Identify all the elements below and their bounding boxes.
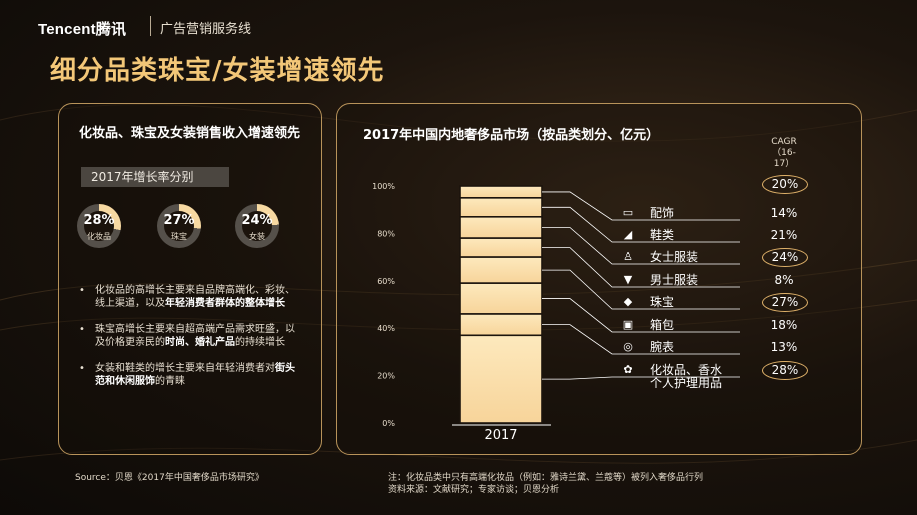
- data-source-note: 资料来源：文献研究；专家访谈；贝恩分析: [388, 485, 560, 495]
- diamond-icon: ◆: [623, 295, 633, 308]
- cosmetics-icon: ✿: [623, 363, 633, 376]
- leader-line: [542, 324, 740, 355]
- bar-segment: [459, 197, 543, 218]
- bar-segment: [459, 237, 543, 258]
- right-panel: 2017年中国内地奢侈品市场（按品类划分、亿元）: [336, 103, 862, 455]
- watch-icon: ◎: [623, 340, 633, 353]
- category-label-line2: 个人护理用品: [650, 376, 723, 390]
- category-cagr: 24%: [762, 248, 808, 267]
- ring-pct: 24%: [241, 213, 273, 228]
- bag-icon: ▣: [622, 318, 634, 331]
- category-cagr: 14%: [770, 206, 798, 220]
- insight-item: 化妆品的高增长主要来自品牌高端化、彩妆、线上渠道，以及年轻消费者群体的整体增长: [77, 284, 302, 310]
- ring-cosmetics: 28% 化妆品: [77, 204, 121, 248]
- category-label: 配饰: [650, 206, 675, 220]
- right-panel-title: 2017年中国内地奢侈品市场（按品类划分、亿元）: [363, 128, 660, 143]
- category-cagr: 18%: [770, 318, 798, 332]
- y-tick-label: 20%: [377, 372, 395, 381]
- belt-icon: ▭: [622, 206, 634, 219]
- x-tick-label: 2017: [484, 428, 517, 443]
- y-tick-label: 100%: [372, 182, 395, 191]
- bar-segment: [459, 256, 543, 284]
- category-label: 箱包: [650, 318, 675, 332]
- category-cagr: 28%: [762, 361, 808, 380]
- y-tick-label: 60%: [377, 277, 395, 286]
- brand-logo: Tencent腾讯: [38, 21, 127, 38]
- category-label: 化妆品、香水: [650, 363, 723, 377]
- category-cagr: 27%: [762, 293, 808, 312]
- insight-list: 化妆品的高增长主要来自品牌高端化、彩妆、线上渠道，以及年轻消费者群体的整体增长 …: [77, 284, 302, 401]
- category-label: 珠宝: [650, 295, 675, 309]
- ring-pct: 27%: [163, 213, 195, 228]
- category-cagr: 21%: [770, 228, 798, 242]
- category-label: 女士服装: [650, 250, 699, 264]
- ring-womenswear: 24% 女装: [235, 204, 279, 248]
- shirt-icon: ▼: [623, 273, 633, 286]
- y-tick-label: 80%: [377, 229, 395, 238]
- ring-label: 女装: [249, 232, 265, 241]
- footnote: 注：化妆品类中只有高端化妆品（例如：雅诗兰黛、兰蔻等）被列入奢侈品行列: [388, 473, 704, 483]
- left-panel-title: 化妆品、珠宝及女装销售收入增速领先: [79, 126, 301, 141]
- category-cagr: 13%: [770, 340, 798, 354]
- y-tick-label: 40%: [377, 324, 395, 333]
- bar-segment: [459, 313, 543, 337]
- y-tick-label: 0%: [382, 419, 395, 428]
- left-panel: 化妆品、珠宝及女装销售收入增速领先 2017年增长率分别 28% 化妆品 27%…: [58, 103, 322, 455]
- total-cagr: 20%: [762, 175, 808, 194]
- category-label: 男士服装: [650, 273, 699, 287]
- bar-segment: [459, 216, 543, 239]
- leader-line: [542, 298, 740, 333]
- leader-line: [542, 206, 740, 243]
- bar-segment: [459, 185, 543, 199]
- ring-pct: 28%: [83, 213, 115, 228]
- leader-line: [542, 247, 740, 288]
- insight-item: 女装和鞋类的增长主要来自年轻消费者对街头范和休闲服饰的青睐: [77, 362, 302, 388]
- category-label: 腕表: [650, 340, 675, 354]
- leader-line: [542, 227, 740, 265]
- page-title: 细分品类珠宝/女装增速领先: [50, 56, 385, 86]
- logo-divider: [150, 16, 151, 36]
- ring-label: 珠宝: [171, 232, 187, 241]
- ring-label: 化妆品: [87, 232, 111, 241]
- header-tagline: 广告营销服务线: [160, 22, 252, 37]
- shoe-icon: ◢: [623, 228, 633, 241]
- insight-item: 珠宝高增长主要来自超高端产品需求旺盛，以及价格更亲民的时尚、婚礼产品的持续增长: [77, 323, 302, 349]
- source-note: Source：贝恩《2017年中国奢侈品市场研究》: [75, 473, 264, 483]
- dress-icon: ♙: [623, 250, 633, 263]
- category-cagr: 8%: [774, 273, 794, 287]
- bar-segment: [459, 334, 543, 424]
- leader-line: [542, 191, 740, 221]
- leader-line: [542, 269, 740, 310]
- cagr-header: CAGR （16-17）: [771, 137, 797, 169]
- bar-segment: [459, 282, 543, 315]
- ring-jewelry: 27% 珠宝: [157, 204, 201, 248]
- leader-line: [542, 376, 740, 380]
- category-label: 鞋类: [650, 228, 675, 242]
- growth-rate-label: 2017年增长率分别: [81, 167, 229, 187]
